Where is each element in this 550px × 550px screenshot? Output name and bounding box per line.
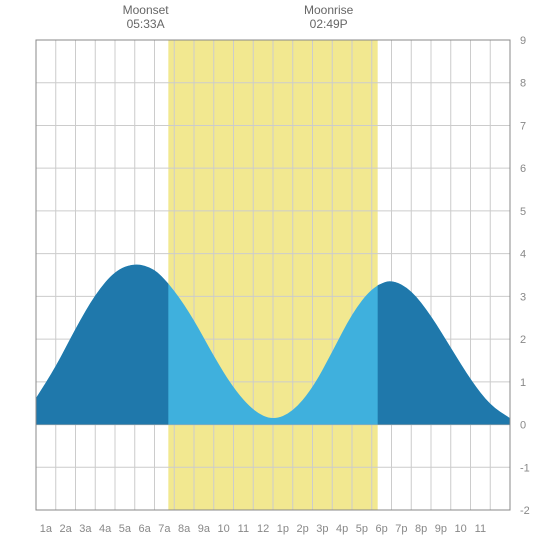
y-tick-label: 4 xyxy=(520,249,526,261)
x-tick-label: 4a xyxy=(99,523,112,535)
y-tick-label: 7 xyxy=(520,120,526,132)
x-tick-label: 6a xyxy=(139,523,152,535)
x-tick-label: 5p xyxy=(356,523,368,535)
x-tick-label: 10 xyxy=(455,523,467,535)
y-tick-label: 0 xyxy=(520,420,526,432)
moonrise_time: 02:49P xyxy=(310,17,348,31)
tide-chart: -2-101234567891a2a3a4a5a6a7a8a9a1011121p… xyxy=(0,0,550,550)
x-tick-label: 3a xyxy=(79,523,92,535)
x-tick-label: 1a xyxy=(40,523,53,535)
y-tick-label: 3 xyxy=(520,291,526,303)
x-tick-label: 6p xyxy=(376,523,388,535)
x-tick-label: 5a xyxy=(119,523,132,535)
y-tick-label: -1 xyxy=(520,462,530,474)
y-tick-label: 6 xyxy=(520,163,526,175)
y-tick-label: 8 xyxy=(520,78,526,90)
x-tick-label: 8p xyxy=(415,523,427,535)
x-tick-label: 11 xyxy=(238,523,249,535)
x-tick-label: 11 xyxy=(475,523,486,535)
moonset_time: 05:33A xyxy=(127,17,165,31)
x-tick-label: 1p xyxy=(277,523,289,535)
x-tick-label: 8a xyxy=(178,523,191,535)
y-tick-label: -2 xyxy=(520,505,530,517)
moonset_label: Moonset xyxy=(123,3,170,17)
x-tick-label: 9p xyxy=(435,523,447,535)
x-tick-label: 10 xyxy=(218,523,230,535)
x-tick-label: 3p xyxy=(316,523,328,535)
x-tick-label: 4p xyxy=(336,523,348,535)
y-tick-label: 2 xyxy=(520,334,526,346)
chart-svg: -2-101234567891a2a3a4a5a6a7a8a9a1011121p… xyxy=(0,0,550,550)
moonrise_label: Moonrise xyxy=(304,3,354,17)
x-tick-label: 12 xyxy=(257,523,269,535)
x-tick-label: 9a xyxy=(198,523,211,535)
y-tick-label: 5 xyxy=(520,206,526,218)
y-tick-label: 1 xyxy=(520,377,526,389)
x-tick-label: 7a xyxy=(158,523,171,535)
x-tick-label: 7p xyxy=(395,523,407,535)
x-tick-label: 2a xyxy=(60,523,73,535)
x-tick-label: 2p xyxy=(297,523,309,535)
y-tick-label: 9 xyxy=(520,35,526,47)
